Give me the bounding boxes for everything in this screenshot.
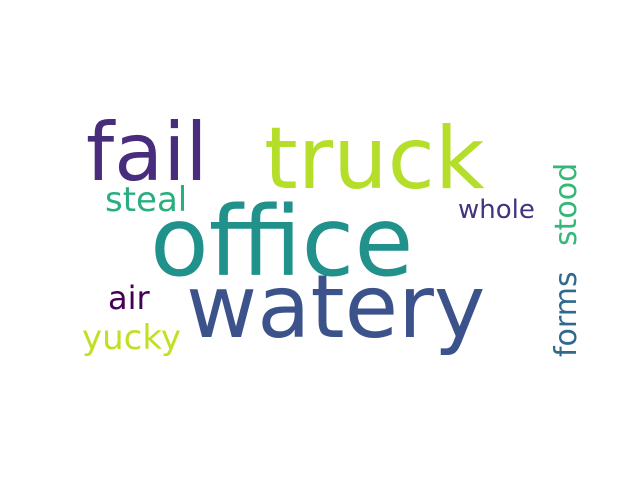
word-whole: whole [458,195,535,225]
word-stood: stood [549,163,584,246]
word-air: air [108,279,151,317]
word-truck: truck [264,109,485,209]
word-office: office [150,186,413,298]
word-steal: steal [105,180,187,220]
word-watery: watery [186,256,485,358]
word-fail: fail [86,106,208,199]
word-yucky: yucky [82,318,181,358]
word-forms: forms [549,271,584,357]
